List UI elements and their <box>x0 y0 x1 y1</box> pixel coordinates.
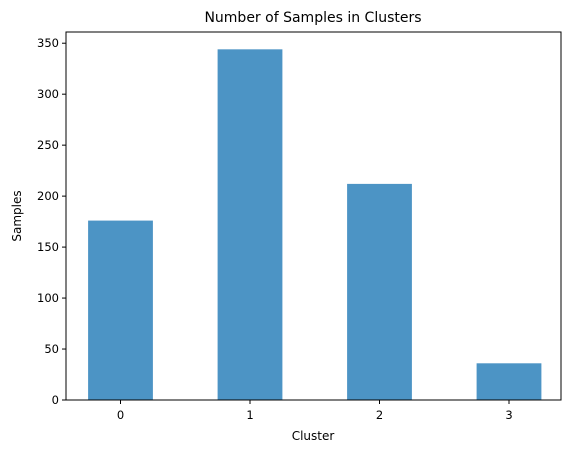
x-tick-label: 2 <box>376 408 383 422</box>
y-tick-label: 50 <box>44 342 59 356</box>
y-tick-label: 200 <box>37 189 59 203</box>
bar-cluster-1 <box>217 49 283 400</box>
y-tick-label: 250 <box>37 138 59 152</box>
y-tick-label: 350 <box>37 36 59 50</box>
x-tick-label: 3 <box>505 408 512 422</box>
y-axis-label: Samples <box>10 190 24 241</box>
y-axis-ticks: 0 50 100 150 200 250 300 350 <box>37 36 66 407</box>
x-axis-ticks: 0 1 2 3 <box>117 400 513 422</box>
y-tick-label: 100 <box>37 291 59 305</box>
y-tick-label: 150 <box>37 240 59 254</box>
y-tick-label: 300 <box>37 87 59 101</box>
x-axis-label: Cluster <box>292 429 335 443</box>
bar-cluster-3 <box>476 363 542 400</box>
bar-cluster-2 <box>347 183 412 400</box>
chart-title: Number of Samples in Clusters <box>204 10 421 26</box>
bars-group <box>88 49 542 400</box>
y-tick-label: 0 <box>52 393 59 407</box>
bar-cluster-0 <box>88 220 153 400</box>
x-tick-label: 1 <box>246 408 253 422</box>
x-tick-label: 0 <box>117 408 124 422</box>
plot-frame <box>65 31 562 401</box>
